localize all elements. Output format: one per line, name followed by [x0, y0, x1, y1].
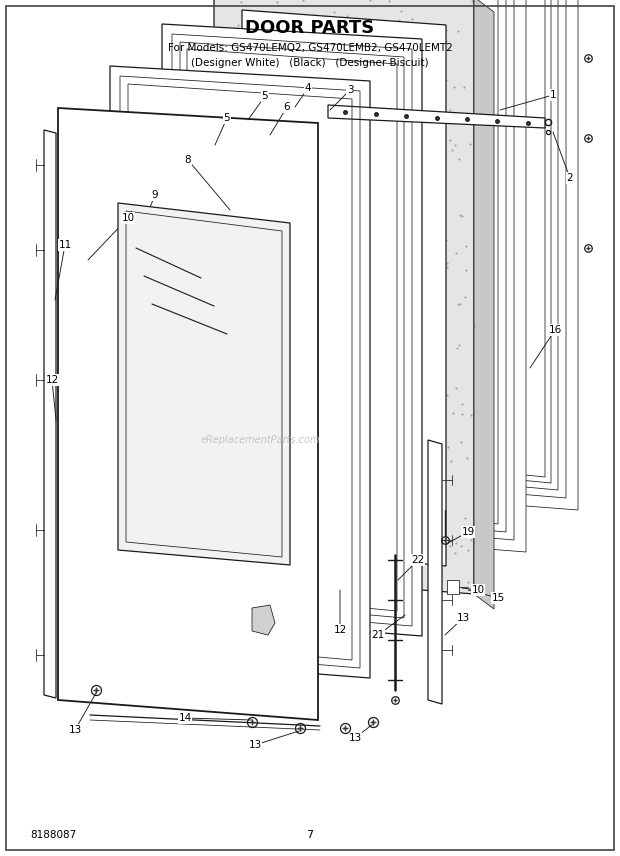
Text: 12: 12	[334, 625, 347, 635]
Polygon shape	[44, 130, 56, 698]
Polygon shape	[328, 105, 545, 128]
Polygon shape	[266, 0, 526, 552]
Text: 8188087: 8188087	[30, 830, 76, 840]
Text: 15: 15	[492, 593, 505, 603]
Polygon shape	[110, 66, 370, 678]
Text: 12: 12	[45, 375, 59, 385]
Text: 5: 5	[224, 113, 230, 123]
Text: 11: 11	[58, 240, 72, 250]
Text: 9: 9	[152, 190, 158, 200]
Text: 19: 19	[461, 527, 475, 537]
Text: DOOR PARTS: DOOR PARTS	[246, 19, 374, 37]
Text: 4: 4	[304, 83, 311, 93]
Text: 10: 10	[122, 213, 135, 223]
Text: (Designer White)   (Black)   (Designer Biscuit): (Designer White) (Black) (Designer Biscu…	[191, 58, 429, 68]
Text: 13: 13	[249, 740, 262, 750]
Polygon shape	[242, 10, 446, 566]
Text: 2: 2	[567, 173, 574, 183]
Text: For Models: GS470LEMQ2, GS470LEMB2, GS470LEMT2: For Models: GS470LEMQ2, GS470LEMB2, GS47…	[167, 43, 453, 53]
Text: 14: 14	[179, 713, 192, 723]
Text: 7: 7	[306, 830, 314, 840]
Polygon shape	[214, 0, 474, 594]
Text: 13: 13	[68, 725, 82, 735]
Text: 21: 21	[371, 630, 384, 640]
Text: 8: 8	[185, 155, 192, 165]
Text: eReplacementParts.com: eReplacementParts.com	[200, 435, 320, 445]
Polygon shape	[318, 0, 578, 510]
Text: 10: 10	[471, 585, 485, 595]
Polygon shape	[252, 605, 275, 635]
Text: 6: 6	[284, 102, 290, 112]
Polygon shape	[118, 203, 290, 565]
Polygon shape	[58, 108, 318, 720]
Text: 3: 3	[347, 85, 353, 95]
Text: 16: 16	[548, 325, 562, 335]
Text: 1: 1	[550, 90, 556, 100]
Text: 13: 13	[456, 613, 469, 623]
Text: 13: 13	[348, 733, 361, 743]
Text: 5: 5	[262, 91, 268, 101]
Bar	[447, 580, 459, 594]
Polygon shape	[474, 0, 494, 609]
Text: 22: 22	[412, 555, 425, 565]
Polygon shape	[428, 440, 442, 704]
Polygon shape	[162, 24, 422, 636]
